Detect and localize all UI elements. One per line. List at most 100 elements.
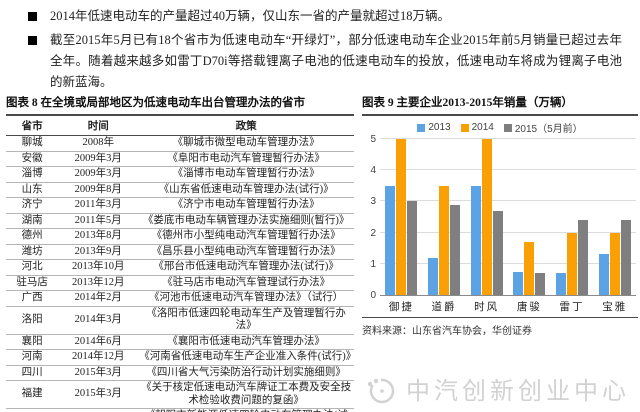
table-cell: 《朝阳市新能源低速四轮电动车管理办法(试行)》: [138, 408, 354, 412]
table-cell: 2011年5月: [58, 213, 139, 229]
table-cell: 《驻马店市电动汽车管理试行办法》: [138, 275, 354, 291]
bullet-text: 2014年低速电动车的产量超过40万辆，仅山东一省的产量就超过18万辆。: [50, 9, 451, 23]
watermark-text: 中汽创新创业中心: [406, 379, 630, 405]
table-cell: 《淄博市电动车管理暂行办法》: [138, 166, 354, 183]
table-cell: 潍坊: [6, 244, 59, 260]
bar-2014-雷丁: [567, 232, 578, 295]
bar-2015（5月前）-道爵: [450, 204, 460, 295]
table-cell: 2013年12月: [58, 275, 139, 291]
table-cell: 2013年10月: [58, 259, 139, 276]
table-row: 潍坊 2013年9月 《昌乐县小型纯电动汽车管理暂行办法》: [6, 244, 354, 260]
table-cell: 2015年4月: [58, 408, 139, 412]
table-header-row: 省市 时间 政策: [6, 116, 354, 136]
chart-title: 图表 9 主要企业2013-2015年销量（万辆）: [362, 96, 638, 116]
bar-group-slot: [465, 139, 508, 295]
legend-item: 2014: [460, 122, 494, 133]
table-cell: 《河南省低速电动车生产企业准入条件(试行)》: [138, 349, 354, 366]
table-cell: 《聊城市微型电动车管理办法》: [138, 135, 354, 152]
table-cell: 《河池市低速电动汽车管理办法》（试行）: [138, 290, 354, 307]
y-axis-tick: 4: [370, 165, 376, 177]
gridline: [380, 231, 636, 233]
bar-2013-唐骏: [513, 271, 524, 295]
table-cell: 《四川省大气污染防治行动计划实施细则》: [138, 365, 354, 381]
table-cell: 《阜阳市电动汽车管理暂行办法》: [138, 151, 354, 167]
policy-table: 省市 时间 政策 聊城 2008年 《聊城市微型电动车管理办法》 安徽 2009年3月 《阜阳…: [6, 116, 354, 412]
table-cell: 山东: [6, 182, 59, 198]
table-row: 德州 2013年8月 《德州市小型纯电动汽车管理暂行办法》: [6, 228, 354, 245]
watermark: 中汽创新创业中心: [364, 371, 630, 406]
table-row: 安徽 2009年3月 《阜阳市电动汽车管理暂行办法》: [6, 151, 354, 167]
y-axis-tick: 0: [370, 290, 376, 301]
gridline: [380, 262, 636, 264]
table-cell: 襄阳: [6, 334, 59, 350]
bar-group-slot: [508, 139, 551, 295]
table-cell: 2015年3月: [58, 365, 139, 381]
bar-2013-御捷: [385, 185, 396, 295]
x-axis-label: 唐骏: [516, 302, 542, 313]
table-cell: 2014年12月: [58, 349, 139, 366]
bar-group: [385, 139, 418, 295]
bar-2014-宝雅: [609, 232, 620, 295]
legend-label: 2014: [471, 122, 494, 133]
bar-group-slot: [593, 139, 636, 295]
table-cell: 2008年: [58, 135, 139, 152]
table-cell: 河北: [6, 259, 59, 276]
table-row: 驻马店 2013年12月 《驻马店市电动汽车管理试行办法》: [6, 275, 354, 291]
bar-groups: [380, 139, 636, 295]
bar-group: [428, 139, 460, 295]
bar-2013-雷丁: [556, 273, 567, 295]
bullet-square-icon: [28, 12, 37, 21]
table-row: 襄阳 2014年6月 《襄阳市低速电动汽车管理办法》: [6, 334, 354, 350]
bar-group: [470, 139, 503, 295]
table-row: 河北 2013年10月 《邢台市低速电动汽车管理办法(试行)》: [6, 259, 354, 276]
table-title: 图表 8 在全境或局部地区为低速电动车出台管理办法的省市: [6, 96, 354, 116]
y-axis-tick: 2: [370, 227, 376, 239]
table-cell: 2014年2月: [58, 290, 139, 307]
chart-legend: 2013 2014 2015（5月前）: [362, 120, 638, 135]
chart-bottom-rule: [362, 317, 638, 318]
table-cell: 2013年9月: [58, 244, 139, 260]
bar-2015（5月前）-宝雅: [620, 220, 631, 295]
x-axis-label: 宝雅: [602, 302, 628, 313]
table-cell: 广西: [6, 290, 59, 307]
bar-2014-唐骏: [524, 241, 535, 295]
column-header: 时间: [58, 116, 139, 136]
table-cell: 聊城: [6, 135, 59, 152]
bar-2013-时风: [470, 185, 481, 295]
legend-label: 2015（5月前）: [514, 124, 583, 135]
watermark-logo-icon: [367, 378, 395, 403]
policy-table-body: 聊城 2008年 《聊城市微型电动车管理办法》 安徽 2009年3月 《阜阳市电动汽车管理…: [6, 135, 354, 412]
bullet-text: 截至2015年5月已有18个省市为低速电动车“开绿灯”，部分低速电动车企业201…: [50, 33, 622, 89]
bar-2015（5月前）-雷丁: [578, 220, 589, 295]
column-header: 政策: [138, 116, 354, 136]
gridline: [380, 169, 636, 171]
x-axis-label: 时风: [474, 302, 500, 313]
bar-2015（5月前）-御捷: [407, 201, 418, 295]
table-cell: 2014年6月: [58, 334, 139, 350]
table-row: 济宁 2011年3月 《济宁市电动车管理暂行办法》: [6, 197, 354, 214]
table-cell: 驻马店: [6, 275, 59, 291]
bullet-square-icon: [28, 36, 37, 45]
table-cell: 济宁: [6, 197, 59, 214]
legend-swatch: [503, 123, 512, 132]
table-row: 四川 2015年3月 《四川省大气污染防治行动计划实施细则》: [6, 365, 354, 381]
bar-group-slot: [551, 139, 594, 295]
table-cell: 河南: [6, 349, 59, 366]
y-axis-tick: 3: [370, 196, 376, 208]
table-cell: 辽宁: [6, 408, 59, 412]
legend-label: 2013: [428, 122, 451, 133]
table-cell: 《济宁市电动车管理暂行办法》: [138, 197, 354, 214]
bullet-item: 2014年低速电动车的产量超过40万辆，仅山东一省的产量就超过18万辆。: [28, 6, 622, 27]
bar-2015（5月前）-唐骏: [535, 273, 546, 295]
table-cell: 2015年3月: [58, 380, 139, 409]
bar-group: [556, 139, 589, 295]
table-cell: 《襄阳市低速电动汽车管理办法》: [138, 334, 354, 350]
sales-chart-figure: 图表 9 主要企业2013-2015年销量（万辆） 2013 2014 2015（5…: [362, 96, 638, 337]
column-header: 省市: [6, 116, 59, 136]
table-cell: 洛阳: [6, 306, 59, 335]
table-cell: 《娄底市电动车辆管理办法实施细则(暂行)》: [138, 213, 354, 229]
table-cell: 《洛阳市低速四轮电动车生产及管理暂行办法》: [138, 306, 354, 335]
table-row: 河南 2014年12月 《河南省低速电动车生产企业准入条件(试行)》: [6, 349, 354, 366]
bar-2015（5月前）-时风: [492, 210, 503, 295]
